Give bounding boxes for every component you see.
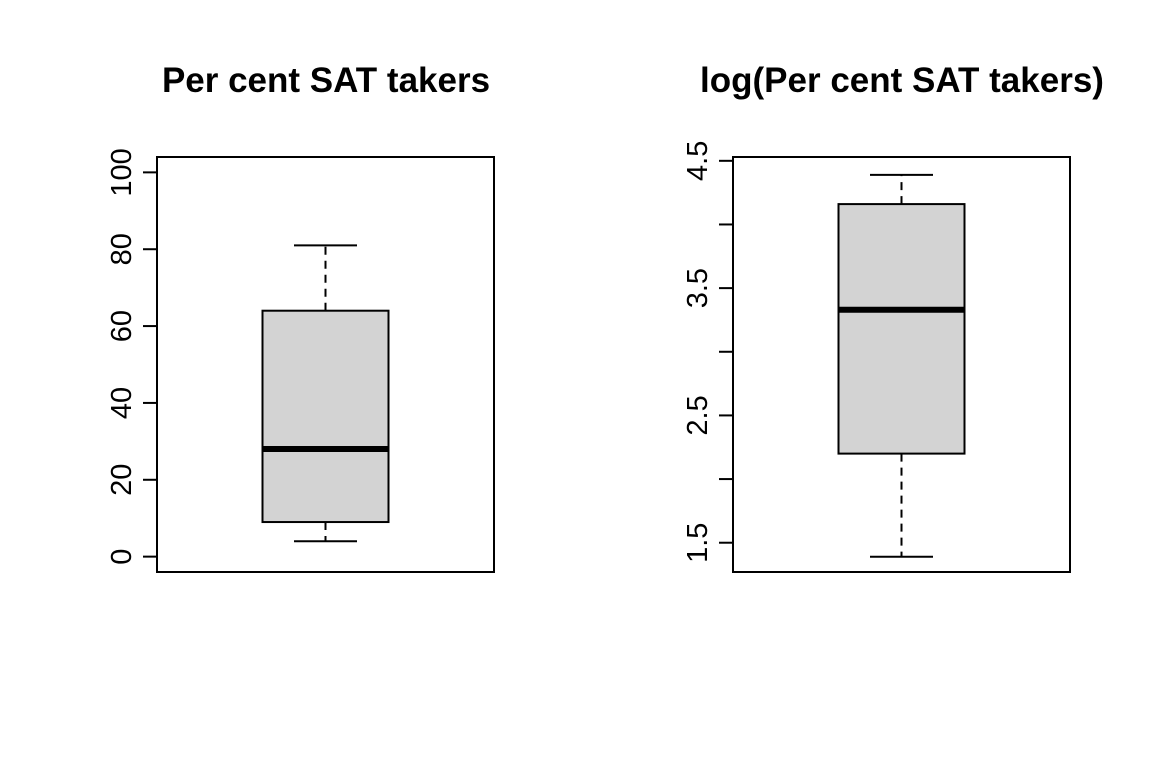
y-tick-label: 3.5: [682, 268, 714, 308]
y-axis-left: 0 20 40 60 80 100: [106, 148, 157, 565]
y-tick-label: 100: [106, 148, 138, 196]
y-axis-right: 1.5 2.5 3.5 4.5: [682, 141, 733, 563]
plot-frame-right: [732, 156, 1071, 573]
chart-title-right: log(Per cent SAT takers): [700, 61, 1104, 100]
y-tick-label: 1.5: [682, 523, 714, 563]
y-tick-label: 4.5: [682, 141, 714, 181]
y-tick-label: 20: [106, 464, 138, 496]
y-tick-label: 40: [106, 387, 138, 419]
iqr-box: [837, 203, 966, 455]
chart-title-left: Per cent SAT takers: [162, 61, 490, 100]
boxplot-left: [261, 244, 390, 543]
y-tick-label: 80: [106, 233, 138, 265]
y-tick-label: 2.5: [682, 395, 714, 435]
y-tick-label: 0: [106, 549, 138, 565]
plot-frame-left: [156, 156, 495, 573]
boxplot-right: [837, 173, 966, 558]
y-tick-label: 60: [106, 310, 138, 342]
panel-per-cent-sat-takers: Per cent SAT takers 0 20 40 60 80 100: [106, 61, 495, 573]
panel-log-per-cent-sat-takers: log(Per cent SAT takers) 1.5 2.5 3.5 4.5: [682, 61, 1104, 573]
iqr-box: [261, 309, 390, 524]
